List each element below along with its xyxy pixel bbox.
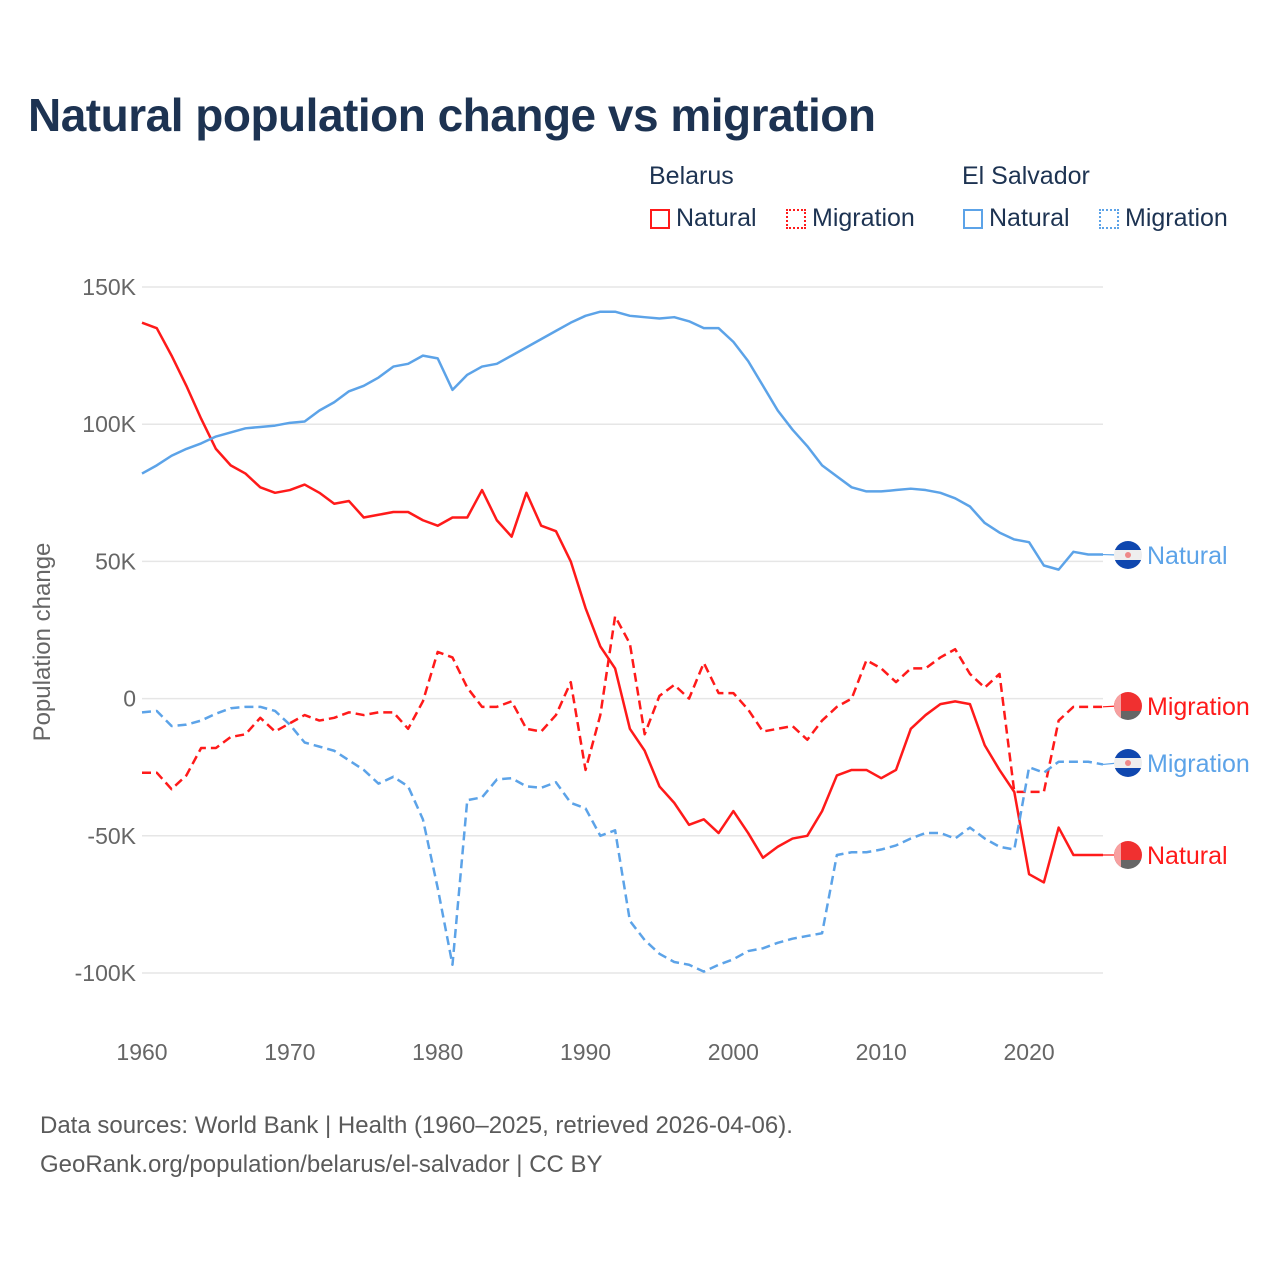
el-salvador-flag-icon: [1114, 749, 1142, 777]
series-line-belarus-migration: [142, 615, 1103, 794]
flag-emblem: [1125, 552, 1131, 558]
legend-el-salvador-natural[interactable]: Natural: [963, 204, 1070, 233]
legend-el-salvador-migration[interactable]: Migration: [1099, 204, 1228, 233]
legend-label: Natural: [676, 204, 757, 232]
legend-country-belarus: Belarus: [649, 162, 734, 190]
legend-belarus-migration[interactable]: Migration: [786, 204, 915, 233]
x-tick-label: 2000: [708, 1039, 759, 1065]
y-tick-label: -50K: [87, 823, 136, 849]
y-tick-label: 0: [123, 686, 136, 712]
x-tick-label: 2020: [1003, 1039, 1054, 1065]
legend-country-el-salvador: El Salvador: [962, 162, 1090, 190]
flag-ornament: [1114, 692, 1121, 720]
flag-blue-band: [1114, 768, 1142, 777]
flag-ornament: [1114, 841, 1121, 869]
series-line-el-salvador-migration: [141, 705, 1104, 973]
x-tick-label: 1960: [116, 1039, 167, 1065]
end-label-el-salvador-natural: Natural: [1147, 542, 1228, 570]
legend-label: Natural: [989, 204, 1070, 232]
x-tick-label: 1970: [264, 1039, 315, 1065]
legend-label: Migration: [812, 204, 915, 232]
y-tick-label: -100K: [75, 960, 137, 986]
y-axis-label: Population change: [29, 543, 56, 742]
end-label-belarus-natural: Natural: [1147, 842, 1228, 870]
flag-green-band: [1114, 860, 1142, 869]
source-link[interactable]: GeoRank.org/population/belarus/el-salvad…: [40, 1151, 603, 1178]
flag-green-band: [1114, 711, 1142, 720]
el-salvador-flag-icon: [1114, 541, 1142, 569]
flag-blue-band: [1114, 541, 1142, 550]
flag-blue-band: [1114, 560, 1142, 569]
flag-blue-band: [1114, 749, 1142, 758]
flag-emblem: [1125, 760, 1131, 766]
belarus-flag-icon: [1114, 692, 1142, 720]
y-tick-label: 100K: [82, 411, 136, 437]
x-tick-label: 1990: [560, 1039, 611, 1065]
legend-swatch-dotted-red: [786, 208, 806, 229]
series-line-el-salvador-natural: [141, 310, 1103, 571]
legend-swatch-solid-red: [650, 208, 670, 229]
end-label-el-salvador-migration: Migration: [1147, 750, 1250, 778]
legend-swatch-solid-blue: [963, 208, 983, 229]
legend-belarus-natural[interactable]: Natural: [650, 204, 757, 233]
data-sources: Data sources: World Bank | Health (1960–…: [40, 1112, 793, 1139]
footer: Data sources: World Bank | Health (1960–…: [40, 1106, 793, 1184]
y-tick-label: 150K: [82, 274, 136, 300]
legend-label: Migration: [1125, 204, 1228, 232]
x-tick-label: 2010: [856, 1039, 907, 1065]
series-line-belarus-natural: [141, 321, 1103, 884]
x-tick-label: 1980: [412, 1039, 463, 1065]
end-label-belarus-migration: Migration: [1147, 693, 1250, 721]
y-tick-label: 50K: [95, 548, 137, 574]
belarus-flag-icon: [1114, 841, 1142, 869]
chart-title: Natural population change vs migration: [28, 89, 876, 141]
legend-swatch-dotted-blue: [1099, 208, 1119, 229]
